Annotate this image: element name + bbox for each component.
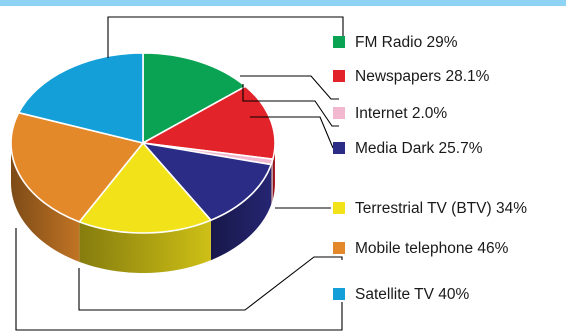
legend-label-internet: Internet 2.0% bbox=[355, 105, 447, 122]
pie-side-newspapers bbox=[272, 143, 275, 200]
legend-swatch-mobile-telephone bbox=[333, 242, 345, 254]
legend-swatch-terrestrial-tv-btv bbox=[333, 202, 345, 214]
legend-item-fm-radio: FM Radio 29% bbox=[333, 34, 458, 51]
leader-line-satellite-tv bbox=[15, 228, 343, 331]
legend-item-satellite-tv: Satellite TV 40% bbox=[333, 286, 470, 303]
pie-slice-satellite-tv bbox=[17, 52, 144, 144]
pie-side-internet bbox=[271, 159, 273, 205]
pie-side-mobile-telephone bbox=[11, 143, 80, 262]
legend-label-media-dark: Media Dark 25.7% bbox=[355, 140, 483, 157]
legend-label-mobile-telephone: Mobile telephone 46% bbox=[355, 240, 509, 257]
top-accent-bar bbox=[0, 0, 566, 6]
pie-slice-fm-radio bbox=[142, 52, 247, 144]
legend-item-media-dark: Media Dark 25.7% bbox=[333, 140, 483, 157]
pie-side-terrestrial-tv-btv bbox=[79, 220, 211, 273]
leader-line-media-dark bbox=[250, 116, 334, 149]
legend-swatch-internet bbox=[333, 107, 345, 119]
pie-slice-terrestrial-tv-btv bbox=[78, 142, 212, 234]
legend-label-satellite-tv: Satellite TV 40% bbox=[355, 286, 470, 303]
legend-swatch-fm-radio bbox=[333, 36, 345, 48]
leader-line-internet bbox=[242, 84, 339, 127]
leader-line-newspapers bbox=[240, 75, 339, 100]
pie-side-layer bbox=[11, 143, 275, 273]
pie-top-layer bbox=[10, 52, 276, 234]
legend-label-terrestrial-tv-btv: Terrestrial TV (BTV) 34% bbox=[355, 200, 527, 217]
pie-side-media-dark bbox=[210, 164, 272, 261]
leader-line-mobile-telephone bbox=[78, 256, 343, 311]
legend-item-newspapers: Newspapers 28.1% bbox=[333, 68, 490, 85]
legend-item-terrestrial-tv-btv: Terrestrial TV (BTV) 34% bbox=[333, 200, 527, 217]
legend-item-internet: Internet 2.0% bbox=[333, 105, 447, 122]
pie-slice-media-dark bbox=[142, 142, 272, 221]
legend-swatch-satellite-tv bbox=[333, 288, 345, 300]
pie-slice-newspapers bbox=[142, 85, 276, 160]
leader-line-fm-radio bbox=[107, 16, 344, 58]
legend-label-fm-radio: FM Radio 29% bbox=[355, 34, 458, 51]
legend-item-mobile-telephone: Mobile telephone 46% bbox=[333, 240, 509, 257]
pie-slice-mobile-telephone bbox=[10, 111, 144, 223]
legend-swatch-newspapers bbox=[333, 70, 345, 82]
leader-lines bbox=[15, 16, 344, 331]
legend: FM Radio 29% Newspapers 28.1% Internet 2.0… bbox=[333, 34, 527, 303]
legend-swatch-media-dark bbox=[333, 142, 345, 154]
legend-label-newspapers: Newspapers 28.1% bbox=[355, 68, 490, 85]
